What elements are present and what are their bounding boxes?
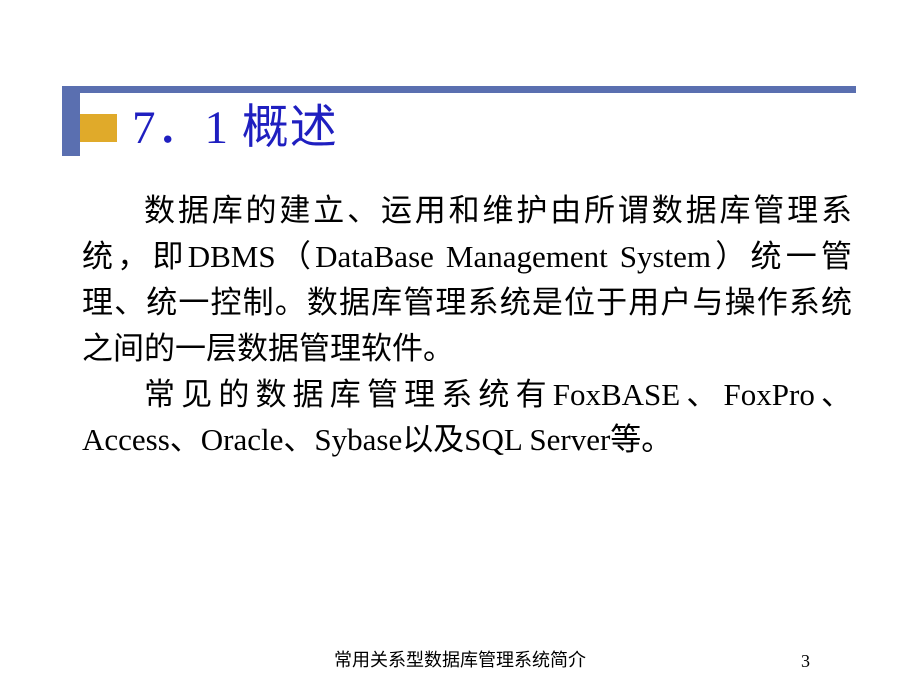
page-number: 3	[801, 651, 810, 672]
decor-left-bar	[62, 86, 80, 156]
slide-title: 7．1 概述	[132, 88, 338, 157]
footer-text: 常用关系型数据库管理系统简介	[0, 646, 920, 672]
paragraph-1: 数据库的建立、运用和维护由所谓数据库管理系统，即DBMS（DataBase Ma…	[82, 188, 852, 372]
slide-body: 数据库的建立、运用和维护由所谓数据库管理系统，即DBMS（DataBase Ma…	[82, 188, 852, 463]
paragraph-2: 常见的数据库管理系统有FoxBASE、FoxPro、Access、Oracle、…	[82, 372, 852, 464]
decor-gold-block	[80, 114, 117, 142]
